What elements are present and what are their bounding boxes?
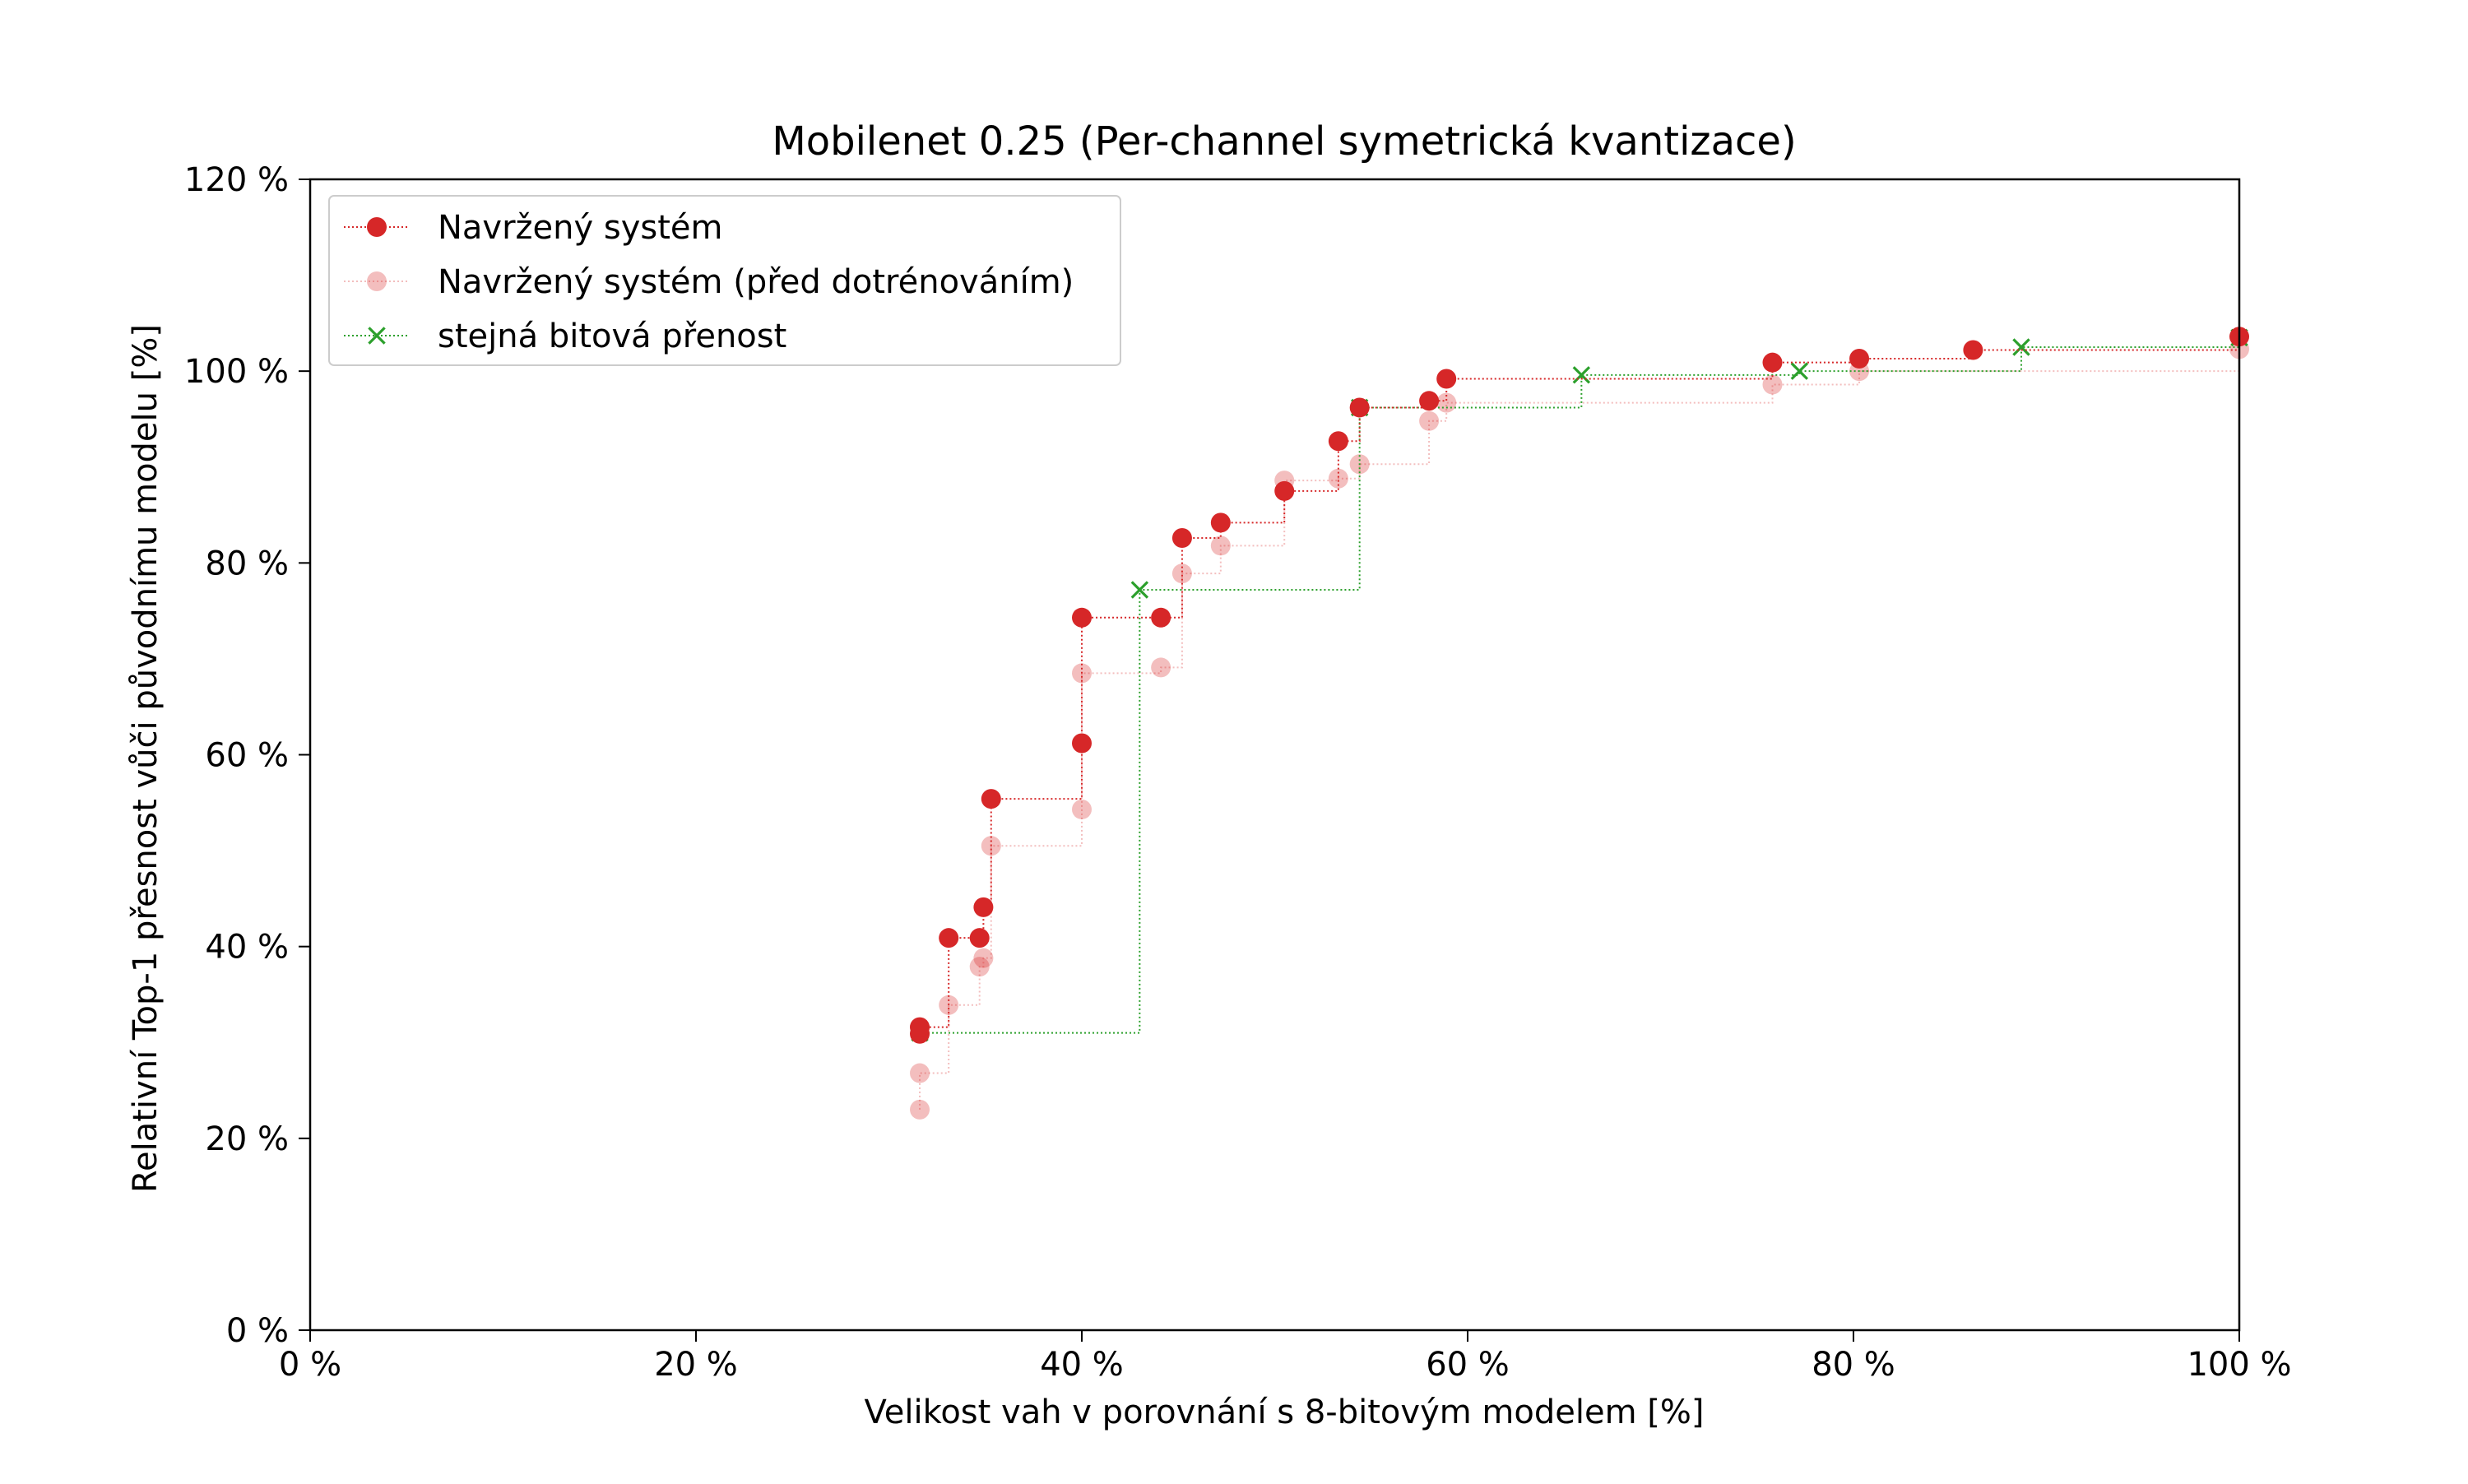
y-tick-label: 80 % bbox=[205, 545, 289, 582]
chart-title: Mobilenet 0.25 (Per-channel symetrická k… bbox=[772, 118, 1796, 165]
y-axis-label: Relativní Top-1 přesnost vůči původnímu … bbox=[127, 324, 165, 1193]
legend: Navržený systém Navržený systém (před dot… bbox=[328, 195, 1121, 366]
navrzeny-system-point bbox=[910, 1017, 930, 1037]
y-tick-label: 120 % bbox=[184, 161, 289, 199]
x-tick-label: 40 % bbox=[1040, 1346, 1124, 1384]
x-tick-label: 0 % bbox=[279, 1346, 341, 1384]
navrzeny-system-pred-dotrenovanim-point bbox=[910, 1063, 930, 1083]
navrzeny-system-pred-dotrenovanim-point bbox=[910, 1099, 930, 1120]
navrzeny-system-point bbox=[1151, 607, 1171, 628]
stejna-bitova-prenost-point bbox=[1130, 581, 1149, 599]
navrzeny-system-pred-dotrenovanim-step-line bbox=[919, 349, 2240, 1110]
navrzeny-system-point bbox=[1849, 349, 1870, 369]
y-tick-label: 40 % bbox=[205, 929, 289, 967]
navrzeny-system-pred-dotrenovanim-point bbox=[1151, 657, 1171, 678]
axes: 0 % 20 % 40 % 60 % 80 % 100 % 0 % 20 % 40 % 60 % 8… bbox=[184, 161, 2292, 1384]
stejna-bitova-prenost-point bbox=[1790, 362, 1809, 380]
legend-label-navrzeny-system: Navržený systém bbox=[438, 209, 723, 247]
navrzeny-system-point bbox=[939, 928, 959, 948]
navrzeny-system-point bbox=[1419, 391, 1440, 411]
y-tick-label: 20 % bbox=[205, 1120, 289, 1158]
x-tick-label: 60 % bbox=[1426, 1346, 1510, 1384]
x-axis-label: Velikost vah v porovnání s 8-bitovým mod… bbox=[865, 1394, 1705, 1431]
navrzeny-system-point bbox=[1072, 607, 1092, 628]
navrzeny-system-point bbox=[973, 897, 994, 917]
legend-marker-navrzeny-system bbox=[367, 217, 387, 237]
plot-area bbox=[910, 327, 2249, 1120]
legend-marker-stejna-bitova-prenost bbox=[368, 327, 386, 345]
legend-marker-navrzeny-system-pred-dotrenovanim bbox=[367, 271, 387, 291]
x-tick-label: 20 % bbox=[654, 1346, 738, 1384]
navrzeny-system-pred-dotrenovanim-point bbox=[1210, 536, 1231, 556]
navrzeny-system-point bbox=[1328, 431, 1348, 452]
navrzeny-system-point bbox=[1436, 369, 1457, 389]
legend-label-navrzeny-system-pred-dotrenovanim: Navržený systém (před dotrénováním) bbox=[438, 263, 1074, 301]
navrzeny-system-pred-dotrenovanim-point bbox=[1171, 563, 1192, 584]
legend-label-stejna-bitova-prenost: stejná bitová přenost bbox=[438, 318, 786, 355]
navrzeny-system-point bbox=[1963, 340, 1983, 360]
navrzeny-system-series bbox=[910, 327, 2249, 1044]
navrzeny-system-pred-dotrenovanim-point bbox=[969, 957, 990, 977]
navrzeny-system-point bbox=[981, 789, 1001, 809]
navrzeny-system-point bbox=[1274, 480, 1295, 501]
navrzeny-system-pred-dotrenovanim-point bbox=[1328, 468, 1348, 489]
navrzeny-system-pred-dotrenovanim-point bbox=[1072, 799, 1092, 819]
navrzeny-system-point bbox=[1072, 733, 1092, 754]
legend-box bbox=[328, 195, 1121, 366]
navrzeny-system-point bbox=[1171, 528, 1192, 549]
navrzeny-system-pred-dotrenovanim-point bbox=[1762, 374, 1783, 395]
stejna-bitova-prenost-point bbox=[1572, 366, 1591, 384]
navrzeny-system-point bbox=[969, 928, 990, 948]
x-tick-label: 100 % bbox=[2187, 1346, 2291, 1384]
y-tick-label: 0 % bbox=[226, 1312, 289, 1350]
navrzeny-system-pred-dotrenovanim-point bbox=[1419, 410, 1440, 431]
navrzeny-system-point bbox=[1210, 512, 1231, 533]
stejna-bitova-prenost-point bbox=[2012, 338, 2030, 356]
navrzeny-system-point bbox=[1349, 397, 1370, 418]
y-tick-label: 60 % bbox=[205, 737, 289, 775]
x-tick-label: 80 % bbox=[1812, 1346, 1895, 1384]
navrzeny-system-point bbox=[1762, 352, 1783, 373]
y-tick-label: 100 % bbox=[184, 353, 289, 391]
navrzeny-system-pred-dotrenovanim-point bbox=[973, 948, 994, 968]
